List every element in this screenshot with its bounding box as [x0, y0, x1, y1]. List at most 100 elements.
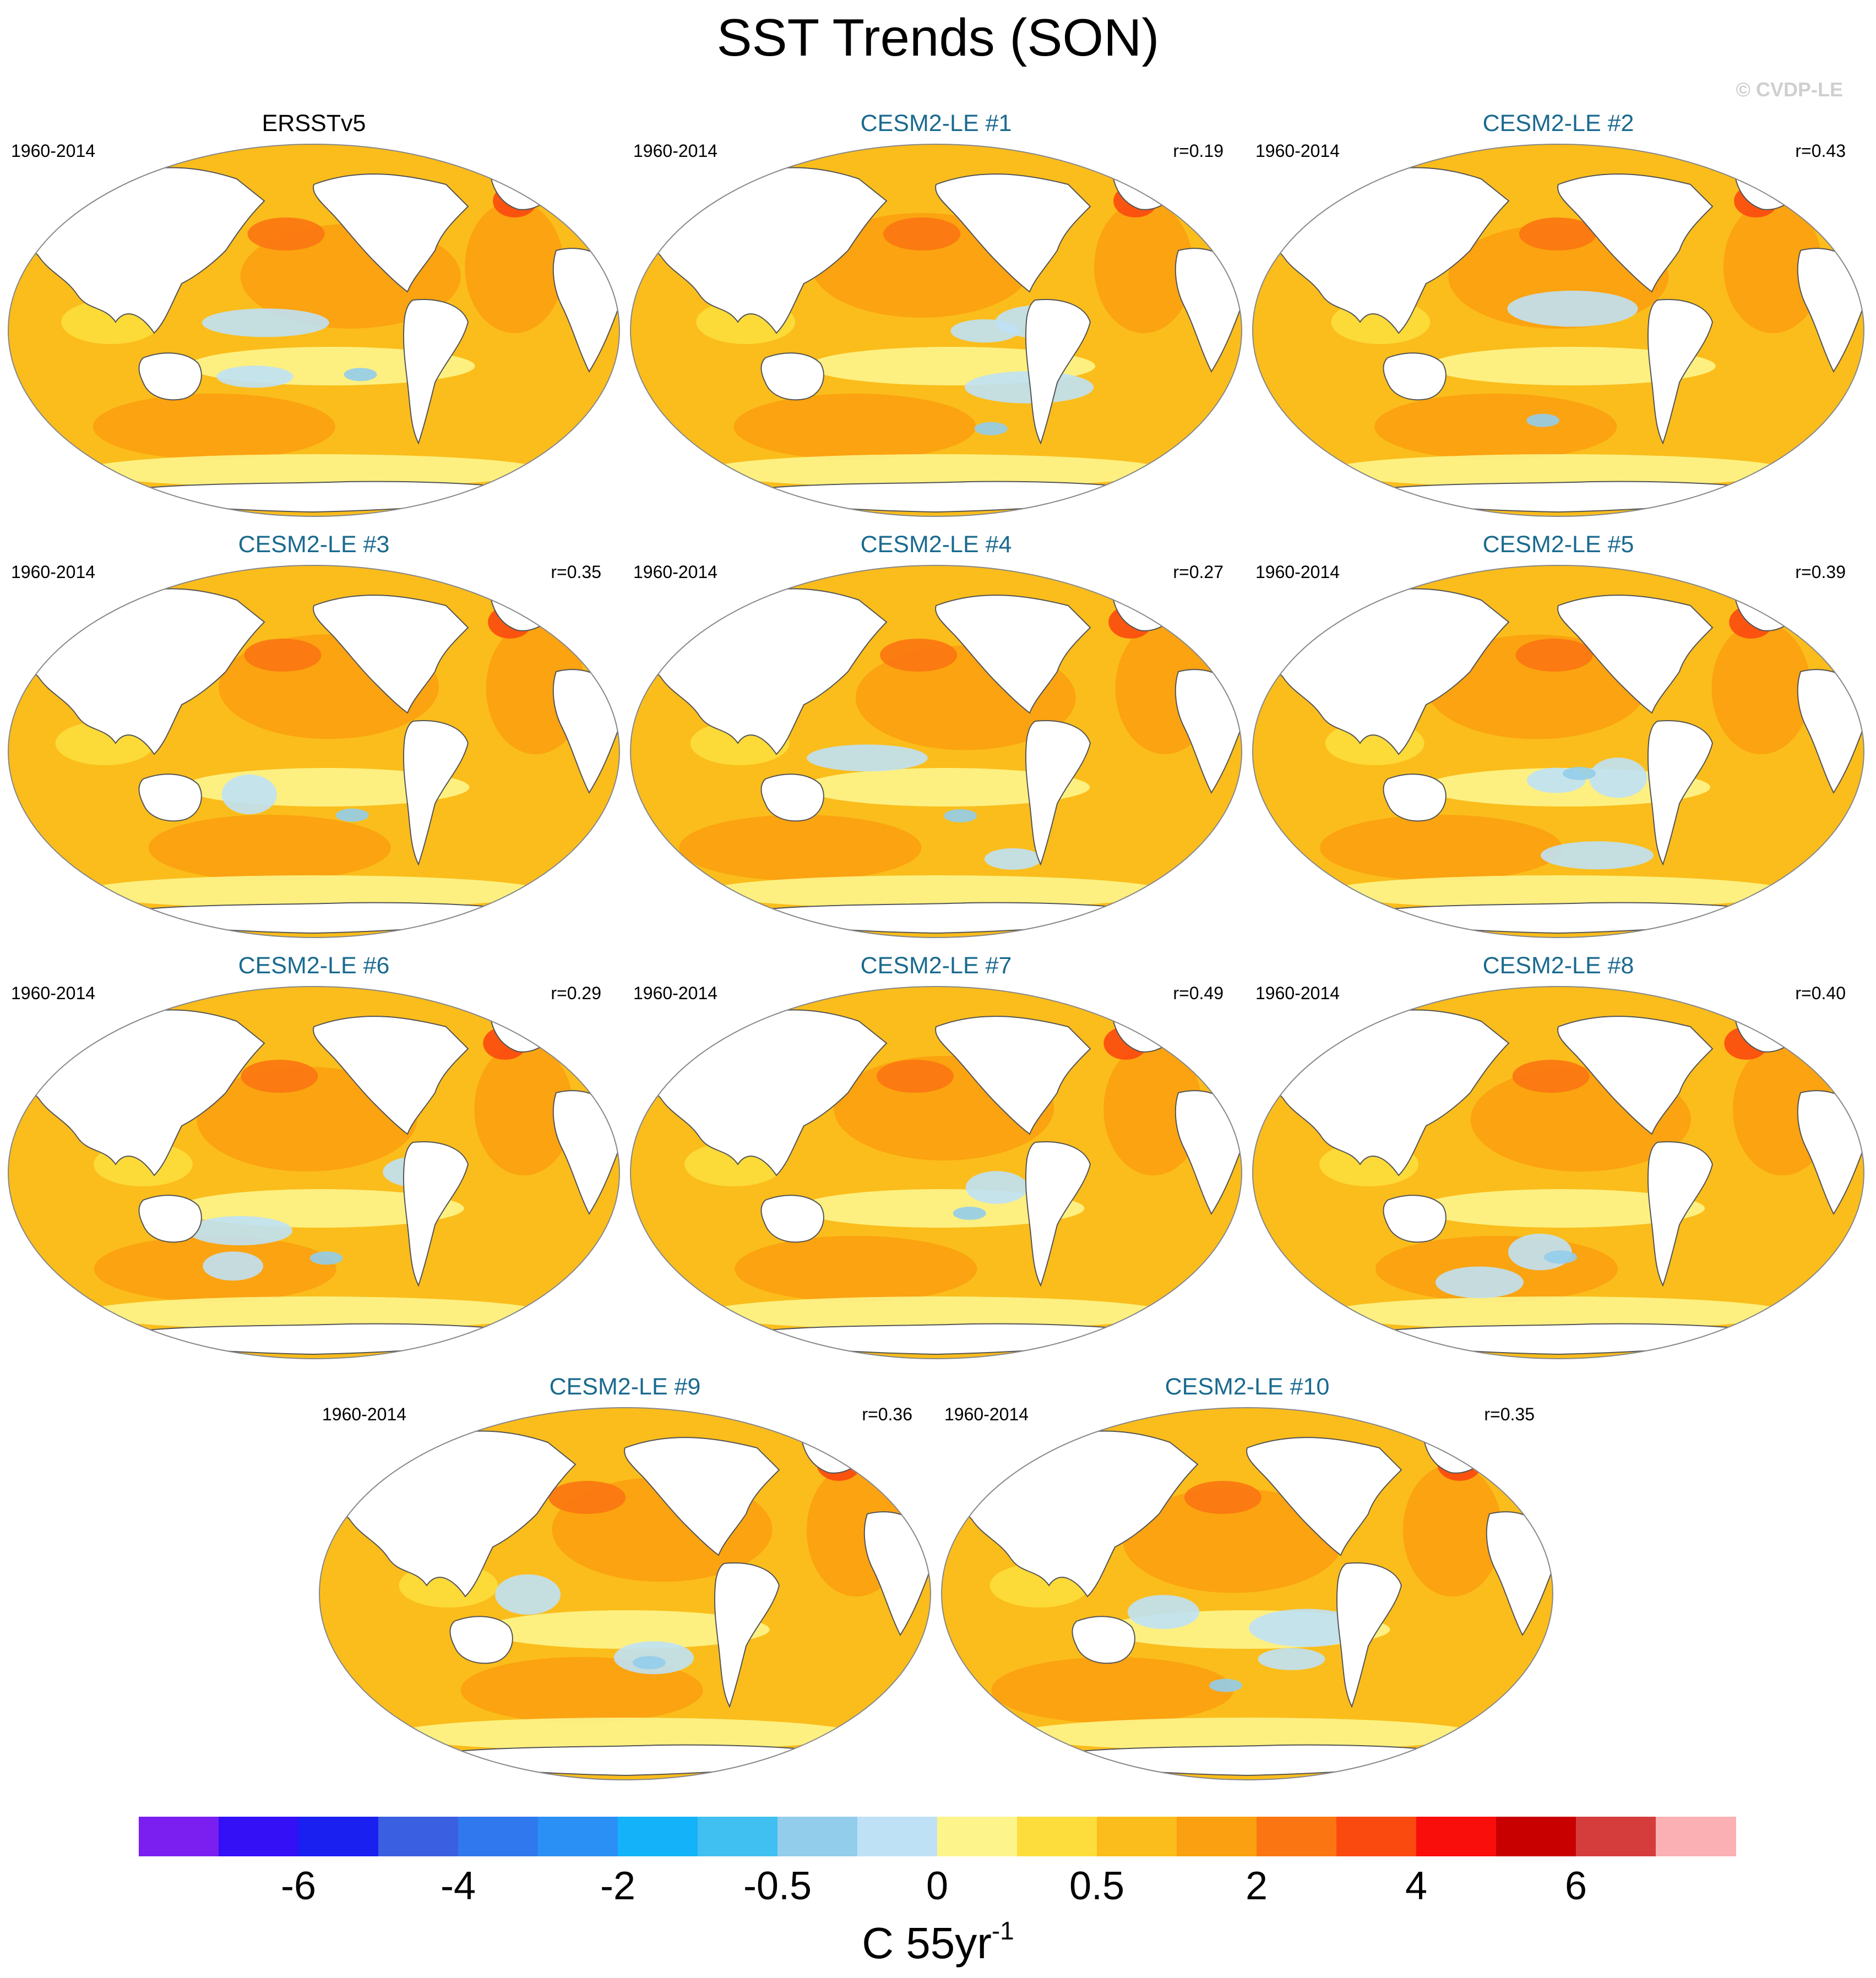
weak-warming-band — [1327, 875, 1790, 908]
strong-warm-spot — [247, 217, 325, 250]
cool-spot — [1541, 841, 1654, 870]
strong-warm-spot — [876, 1060, 954, 1093]
antarctica-land — [1343, 1323, 1801, 1355]
south-america-land — [1647, 1141, 1714, 1287]
north-america-land — [313, 595, 469, 714]
warm-patch — [1723, 201, 1823, 333]
weak-warming-band — [803, 768, 1090, 807]
antarctica-land — [721, 902, 1179, 934]
cool-core — [953, 1206, 986, 1220]
map-boundary — [319, 1407, 931, 1780]
cool-core — [1543, 1250, 1577, 1264]
warm-patch — [1103, 1043, 1203, 1175]
australia-land — [138, 1195, 202, 1243]
sst-trend-map — [8, 986, 620, 1359]
south-america-land — [714, 1562, 780, 1708]
panel-correlation: r=0.35 — [551, 562, 601, 582]
panel-correlation: r=0.39 — [1795, 562, 1846, 582]
colorbar-box — [538, 1817, 618, 1856]
map-boundary — [1252, 144, 1864, 517]
colorbar-box — [1496, 1817, 1576, 1856]
panel-period: 1960-2014 — [633, 562, 718, 582]
australia-land — [760, 773, 824, 822]
map-boundary — [8, 565, 620, 938]
weak-warming-band — [83, 1296, 545, 1329]
colorbar-box — [458, 1817, 539, 1856]
north-america-land — [935, 1016, 1091, 1135]
north-america-land — [313, 173, 469, 293]
weak-warming-band — [705, 454, 1167, 487]
sst-trend-map — [1252, 565, 1864, 938]
warm-patch — [1094, 201, 1194, 333]
sst-trend-map — [630, 144, 1242, 517]
cool-spot — [1435, 1266, 1524, 1299]
panel-title: CESM2-LE #9 — [549, 1374, 701, 1400]
strong-warm-spot — [1184, 1481, 1261, 1514]
panel-title: CESM2-LE #2 — [1482, 110, 1634, 137]
south-america-land — [1025, 1141, 1091, 1287]
units-text: C 55yr — [862, 1919, 992, 1968]
cool-core — [344, 368, 377, 382]
panel-period: 1960-2014 — [1255, 983, 1340, 1003]
colorbar-box — [1416, 1817, 1497, 1856]
colorbar-box — [1576, 1817, 1656, 1856]
south-america-land — [1025, 720, 1091, 866]
colorbar-box — [1177, 1817, 1257, 1856]
map-boundary — [941, 1407, 1553, 1780]
australia-land — [1072, 1616, 1135, 1664]
sst-trend-map — [1252, 986, 1864, 1359]
sst-trend-map — [8, 144, 620, 517]
panel-period: 1960-2014 — [322, 1404, 407, 1424]
north-america-land — [1557, 595, 1714, 714]
map-boundary — [8, 144, 620, 517]
panel-correlation: r=0.40 — [1795, 983, 1846, 1003]
map-panel: CESM2-LE #3 1960-2014 r=0.35 — [6, 531, 622, 939]
weak-warming-band — [1327, 1296, 1790, 1329]
map-panel: CESM2-LE #1 1960-2014 r=0.19 — [628, 110, 1244, 517]
antarctica-land — [721, 481, 1179, 513]
cool-spot — [1258, 1648, 1325, 1670]
sst-trend-map — [8, 565, 620, 938]
map-boundary — [1252, 986, 1864, 1359]
panel-period: 1960-2014 — [11, 983, 96, 1003]
warm-patch — [679, 815, 922, 881]
panel-title: CESM2-LE #6 — [238, 952, 390, 979]
panel-title: CESM2-LE #5 — [1482, 531, 1634, 558]
map-panel: CESM2-LE #9 1960-2014 r=0.36 — [317, 1374, 933, 1781]
map-boundary — [8, 986, 620, 1359]
south-america-land — [403, 1141, 469, 1287]
cool-spot — [1589, 758, 1647, 798]
australia-land — [138, 773, 202, 822]
colorbar-tick-label: 0.5 — [1069, 1864, 1125, 1908]
cool-spot — [495, 1574, 561, 1615]
map-panel: CESM2-LE #8 1960-2014 r=0.40 — [1250, 952, 1867, 1360]
north-america-land — [935, 595, 1091, 714]
warm-patch — [1426, 634, 1647, 739]
weak-warming-band — [83, 454, 545, 487]
north-america-land — [1557, 1016, 1714, 1135]
cool-spot — [965, 371, 1094, 404]
strong-warm-spot — [1512, 1060, 1590, 1093]
weak-warming-band — [1016, 1718, 1478, 1751]
panel-correlation: r=0.19 — [1173, 141, 1224, 161]
australia-land — [760, 1195, 824, 1243]
colorbar-tick-label: -2 — [600, 1864, 636, 1908]
colorbar-box — [698, 1817, 778, 1856]
panel-correlation: r=0.29 — [551, 983, 601, 1003]
map-panel: CESM2-LE #6 1960-2014 r=0.29 — [6, 952, 622, 1360]
weak-warming-band — [1429, 347, 1716, 385]
panel-title: CESM2-LE #1 — [860, 110, 1012, 137]
sst-trend-map — [630, 986, 1242, 1359]
credit-label: © CVDP-LE — [1736, 78, 1843, 101]
panel-title: CESM2-LE #7 — [860, 952, 1012, 979]
antarctica-land — [1343, 481, 1801, 513]
colorbar-box — [857, 1817, 938, 1856]
colorbar-box — [618, 1817, 698, 1856]
panel-title: CESM2-LE #4 — [860, 531, 1012, 558]
sst-trend-map — [941, 1407, 1553, 1780]
warm-patch — [733, 394, 976, 460]
colorbar-box — [1097, 1817, 1177, 1856]
cool-core — [309, 1251, 343, 1265]
antarctica-land — [410, 1744, 868, 1777]
weak-warming-band — [705, 1296, 1167, 1329]
